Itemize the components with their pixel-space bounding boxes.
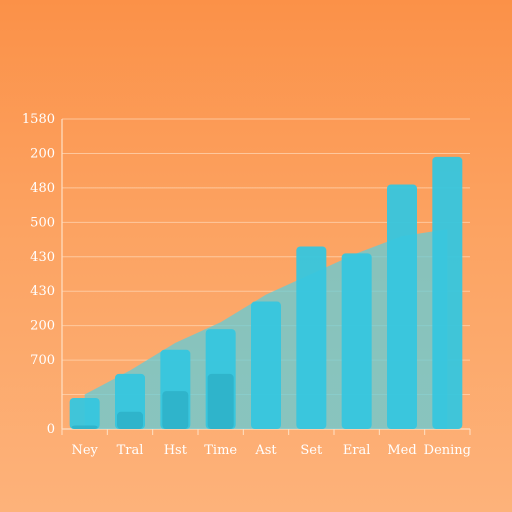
y-tick-label: 200 [30, 319, 55, 334]
x-axis-tick-labels: Ney Tral Hst Time Ast Set Eral Med Dening [71, 443, 471, 458]
x-tick-label: Set [300, 443, 323, 458]
y-tick-label: 430 [30, 284, 55, 299]
y-tick-label: 430 [30, 250, 55, 265]
y-tick-label: 1580 [22, 112, 55, 127]
y-tick-label: 700 [30, 353, 55, 368]
x-tick-label: Dening [424, 443, 471, 458]
bar-series-1-ast [251, 301, 281, 429]
x-tick-label: Ney [71, 443, 98, 458]
x-tick-label: Hst [164, 443, 188, 458]
x-tick-label: Time [204, 443, 237, 458]
bar-series-2-time [207, 373, 234, 429]
bar-series-1-eral [341, 253, 372, 429]
y-tick-label: 500 [30, 215, 55, 230]
bar-series-1-ney [69, 398, 100, 429]
bar-series-2-tral [117, 411, 143, 429]
x-tick-label: Ast [254, 443, 277, 458]
x-tick-label: Eral [343, 443, 371, 458]
y-tick-label: 200 [30, 146, 55, 161]
y-tick-label: 0 [47, 422, 55, 437]
x-tick-label: Tral [117, 443, 144, 458]
bar-series [69, 156, 463, 429]
bar-series-1-set [296, 246, 327, 429]
bar-series-1-dening [432, 156, 463, 429]
y-tick-label: 480 [30, 181, 55, 196]
bar-series-2-ney [71, 425, 98, 429]
x-tick-label: Med [387, 443, 416, 458]
bar-series-2-hst [162, 391, 189, 429]
bar-series-1-med [387, 184, 417, 429]
y-axis-tick-labels: 1580 200 480 500 430 430 200 700 0 [22, 112, 55, 437]
